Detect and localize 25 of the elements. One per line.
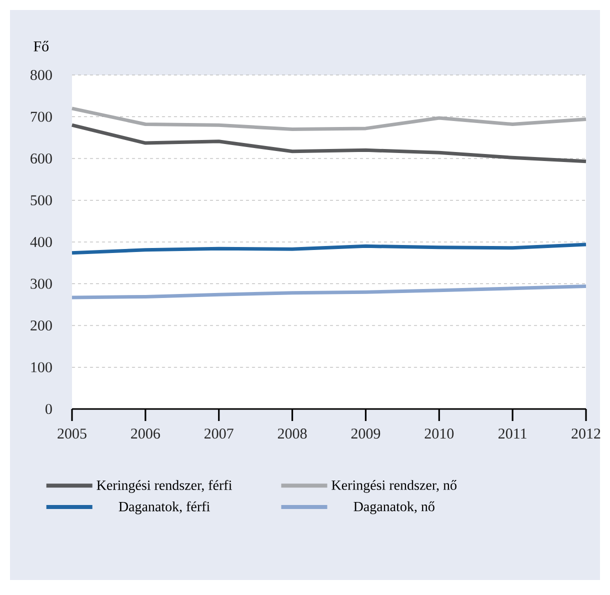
x-tick-label: 2011 [498,428,526,439]
x-tick-label: 2006 [131,428,160,439]
y-tick-label: 300 [30,278,52,289]
line-series [70,284,588,300]
x-tick-label: 2009 [351,428,380,439]
y-tick-label: 400 [30,236,52,248]
y-axis-title: Fő [34,40,49,52]
y-tick-label: 100 [31,362,52,372]
y-tick-label: 600 [30,153,52,164]
x-tick-label: 2010 [424,428,454,439]
x-tick-label: 2007 [204,428,234,439]
line-series [70,123,588,164]
line-series [70,242,588,255]
y-tick-label: 0 [46,404,52,414]
y-tick-label: 500 [30,195,52,206]
x-tick-label: 2008 [278,428,307,439]
y-tick-label: 800 [30,70,52,80]
legend-label: Daganatok, nő [354,501,434,514]
y-tick-label: 200 [30,320,52,331]
x-tick-label: 2012 [572,428,600,439]
legend-label: Daganatok, férfi [118,501,210,514]
legend-label: Keringési rendszer, férfi [96,480,232,493]
y-tick-label: 700 [30,112,52,122]
x-tick-label: 2005 [58,428,86,439]
legend-label: Keringési rendszer, nő [332,480,456,493]
